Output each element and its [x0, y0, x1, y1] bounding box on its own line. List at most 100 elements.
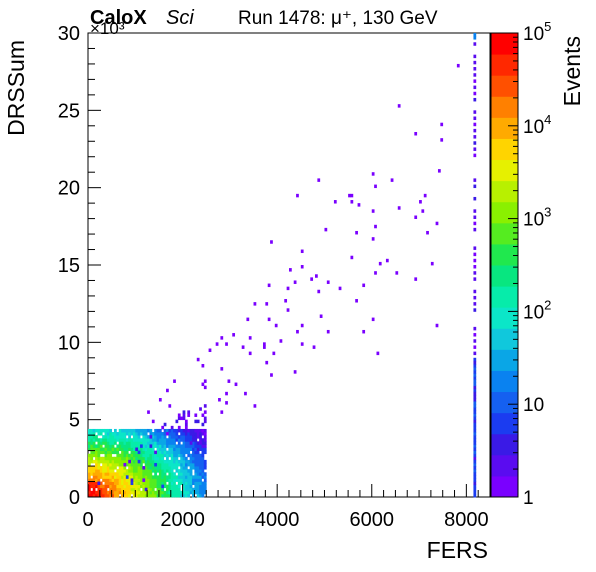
heatmap-cell: [348, 193, 351, 198]
heatmap-cell: [194, 487, 198, 492]
heatmap-cell: [104, 462, 108, 467]
heatmap-cell: [473, 116, 477, 121]
heatmap-cell: [88, 462, 91, 467]
heatmap-cell: [102, 435, 105, 439]
y-tick-label: 20: [58, 178, 80, 200]
heatmap-cell: [132, 438, 136, 442]
heatmap-cell: [177, 413, 181, 417]
heatmap-cell: [201, 413, 205, 417]
heatmap-cell: [158, 481, 162, 486]
heatmap-cell: [199, 472, 202, 476]
heatmap-cell: [140, 438, 143, 442]
z-axis-ticks: 1 10 102 103 104 105: [508, 19, 551, 509]
heatmap-cell: [225, 401, 228, 405]
heatmap-cell: [114, 481, 117, 486]
heatmap-cell: [194, 459, 198, 464]
heatmap-cell: [203, 475, 207, 479]
heatmap-cell: [123, 447, 127, 451]
heatmap-cell: [187, 438, 191, 442]
heatmap-cell: [125, 484, 129, 489]
heatmap-cell: [156, 435, 160, 439]
heatmap-cell: [88, 466, 91, 470]
heatmap-cell: [173, 432, 176, 436]
heatmap-cell: [161, 432, 165, 436]
heatmap-cell: [121, 435, 124, 439]
heatmap-cell: [154, 459, 157, 464]
heatmap-cell: [473, 481, 477, 486]
heatmap-cell: [199, 484, 202, 489]
heatmap-cell: [180, 478, 183, 482]
heatmap-cell: [132, 428, 136, 433]
heatmap-cell: [132, 481, 136, 486]
heatmap-cell: [168, 435, 172, 439]
heatmap-cell: [326, 280, 330, 284]
heatmap-cell: [161, 493, 165, 498]
heatmap-cell: [317, 289, 321, 294]
heatmap-cell: [118, 466, 122, 470]
palette-swatch: [491, 349, 518, 371]
heatmap-cell: [111, 490, 115, 495]
heatmap-cell: [182, 447, 186, 451]
heatmap-cell: [473, 326, 477, 331]
heatmap-cell: [121, 490, 124, 495]
heatmap-cell: [147, 472, 150, 476]
heatmap-cell: [125, 487, 129, 492]
heatmap-cell: [99, 456, 103, 461]
heatmap-cell: [175, 466, 179, 470]
heatmap-cell: [92, 435, 96, 439]
heatmap-cell: [194, 462, 198, 467]
heatmap-cell: [414, 277, 418, 281]
heatmap-cell: [158, 456, 162, 461]
heatmap-cell: [187, 447, 191, 451]
heatmap-cell: [170, 472, 174, 476]
heatmap-cell: [279, 339, 283, 343]
heatmap-cell: [99, 493, 103, 498]
heatmap-cell: [161, 472, 165, 476]
heatmap-cell: [192, 447, 195, 451]
heatmap-cell: [99, 487, 103, 492]
heatmap-cell: [116, 478, 120, 482]
heatmap-cell: [194, 438, 198, 442]
heatmap-cell: [90, 438, 94, 442]
heatmap-cell: [118, 459, 122, 464]
heatmap-cell: [135, 469, 139, 473]
heatmap-cell: [123, 475, 127, 479]
heatmap-cell: [147, 438, 150, 442]
heatmap-cell: [371, 172, 375, 176]
heatmap-cell: [203, 435, 207, 439]
heatmap-cell: [473, 370, 477, 374]
heatmap-cell: [135, 478, 139, 482]
heatmap-cell: [473, 265, 477, 269]
heatmap-cell: [109, 459, 113, 464]
heatmap-cell: [125, 490, 129, 495]
heatmap-cell: [184, 484, 188, 489]
heatmap-cell: [130, 490, 134, 495]
y-tick-label: 15: [58, 255, 80, 277]
heatmap-cell: [173, 484, 176, 489]
heatmap-cell: [111, 493, 115, 498]
heatmap-cell: [121, 432, 124, 436]
heatmap-cell: [175, 438, 179, 442]
heatmap-cell: [142, 493, 146, 498]
heatmap-cell: [187, 444, 191, 448]
heatmap-cell: [173, 441, 176, 445]
heatmap-cell: [111, 450, 115, 455]
heatmap-cell: [473, 178, 477, 182]
heatmap-cell: [184, 466, 188, 470]
heatmap-cell: [97, 450, 101, 455]
heatmap-cell: [168, 447, 172, 451]
heatmap-cell: [355, 230, 358, 235]
heatmap-cell: [154, 456, 157, 461]
heatmap-cell: [473, 388, 477, 393]
heatmap-cell: [194, 447, 198, 451]
heatmap-cell: [182, 493, 186, 498]
heatmap-cell: [104, 484, 108, 489]
heatmap-cell: [123, 459, 127, 464]
heatmap-cell: [92, 484, 96, 489]
heatmap-cell: [130, 469, 134, 473]
heatmap-cell: [88, 453, 91, 458]
heatmap-cell: [123, 472, 127, 476]
heatmap-cell: [95, 481, 98, 486]
heatmap-cell: [187, 441, 191, 445]
x-tick-label: 0: [82, 509, 93, 531]
